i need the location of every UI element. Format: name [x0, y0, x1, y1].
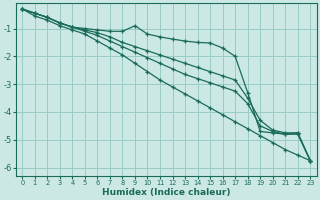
X-axis label: Humidex (Indice chaleur): Humidex (Indice chaleur)	[102, 188, 230, 197]
